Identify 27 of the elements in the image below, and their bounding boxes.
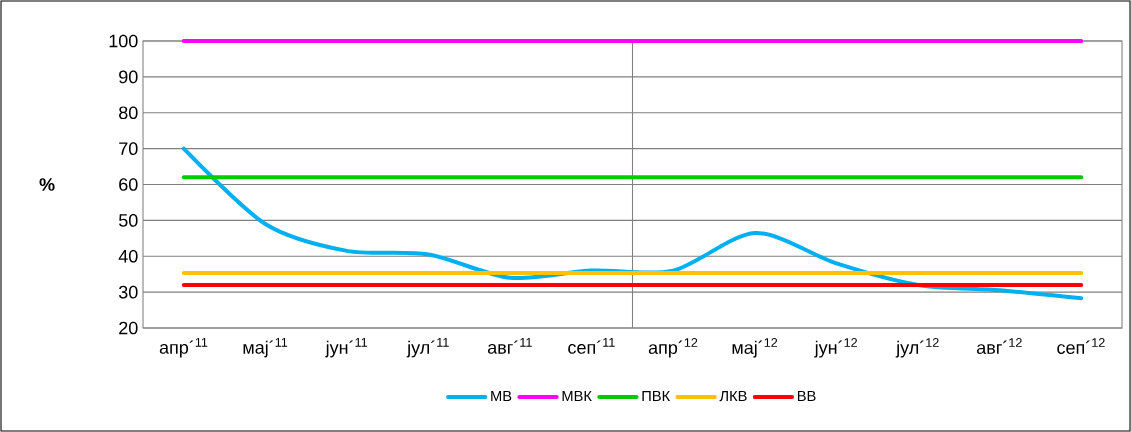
y-tick-label: 90 (119, 70, 138, 84)
y-tick-label: 70 (119, 142, 138, 155)
y-tick-label: 80 (119, 106, 138, 120)
x-tick-label: сеп´$^{12}$ (1057, 338, 1105, 354)
y-axis-title: % (39, 178, 55, 191)
legend-label: ЛКВ (719, 391, 747, 402)
y-tick-label: 100 (109, 34, 138, 48)
x-tick-label: сеп´$^{11}$ (568, 338, 615, 354)
x-tick-label: апр´$^{11}$ (159, 338, 208, 358)
x-tick-label: јул´$^{11}$ (406, 338, 449, 358)
y-tick-label: 20 (119, 321, 138, 335)
legend-label: ПВК (642, 391, 671, 402)
x-tick-label: мај´$^{11}$ (243, 338, 288, 358)
x-tick-label: јун´$^{11}$ (325, 338, 368, 358)
x-tick-label: апр´$^{12}$ (648, 338, 698, 358)
x-tick-label: мај´$^{12}$ (732, 338, 778, 358)
y-tick-label: 40 (118, 249, 138, 263)
x-tick-label: авг´$^{11}$ (487, 338, 532, 354)
legend-label: МВ (491, 391, 512, 402)
x-tick-label: јун´$^{12}$ (814, 338, 857, 358)
x-tick-label: јул´$^{12}$ (895, 338, 939, 358)
y-tick-label: 30 (118, 285, 138, 299)
legend-label: МВК (562, 391, 592, 402)
x-tick-label: авг´$^{12}$ (977, 338, 1022, 354)
legend-label: ВВ (797, 391, 816, 402)
y-tick-label: 50 (118, 214, 138, 227)
y-tick-label: 60 (119, 178, 138, 191)
